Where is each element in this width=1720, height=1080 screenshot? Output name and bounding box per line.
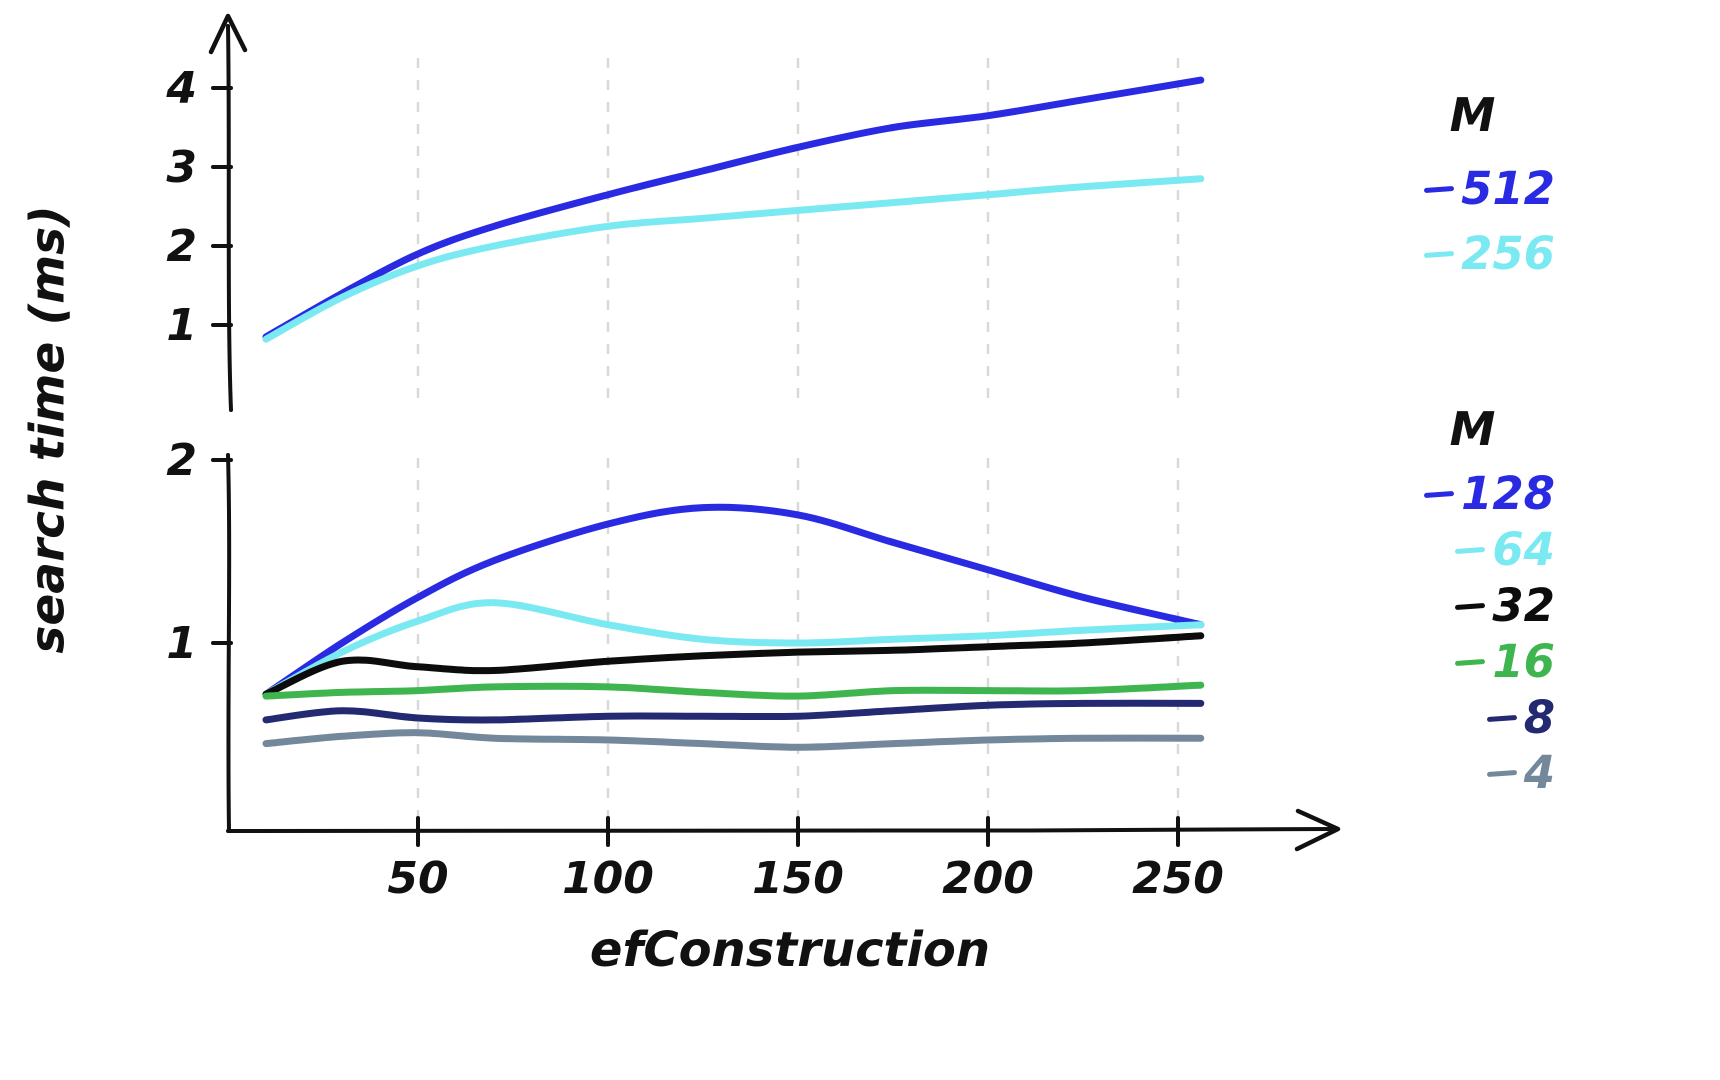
- legend-label: 64: [1492, 522, 1555, 576]
- x-tick-label-100: 100: [562, 853, 654, 904]
- y-tick-label-2-panel-bottom: 2: [166, 435, 197, 486]
- x-tick-label-50: 50: [387, 853, 448, 904]
- y-axis-arrow-icon: [208, 13, 248, 55]
- series-line-M128: [262, 503, 1205, 698]
- legend-item-M32: 32: [1455, 579, 1555, 634]
- legend-item-M256: 256: [1423, 226, 1555, 282]
- y-tick-label-3-panel-top: 3: [166, 142, 197, 193]
- legend-key-icon: [1423, 490, 1455, 498]
- series-line-M16: [262, 681, 1205, 700]
- legend-key-icon: [1455, 546, 1486, 554]
- legend-item-M512: 512: [1423, 162, 1555, 217]
- legend-key-icon: [1423, 250, 1455, 258]
- legend-item-M16: 16: [1455, 635, 1555, 690]
- x-tick-label-250: 250: [1132, 853, 1224, 904]
- legend-title-bottom: M: [1449, 402, 1496, 456]
- x-axis-label: efConstruction: [589, 922, 991, 978]
- legend-title-top: M: [1449, 88, 1496, 142]
- x-axis: [226, 827, 1334, 833]
- legend-top: M 512 256: [1390, 88, 1555, 282]
- legend-label: 512: [1461, 162, 1555, 215]
- y-axis-label: search time (ms): [20, 205, 76, 654]
- legend-key-icon: [1486, 770, 1517, 778]
- series-line-M32: [262, 632, 1205, 698]
- legend-item-M64: 64: [1455, 523, 1555, 578]
- series-line-M256: [262, 175, 1205, 343]
- legend-label: 8: [1523, 690, 1555, 744]
- y-tick-label-1-panel-bottom: 1: [166, 618, 197, 669]
- y-tick-label-2-panel-top: 2: [166, 221, 197, 272]
- legend-label: 256: [1461, 226, 1555, 280]
- legend-label: 16: [1492, 634, 1555, 688]
- legend-key-icon: [1486, 714, 1517, 722]
- x-tick-label-150: 150: [752, 853, 844, 904]
- legend-label: 32: [1492, 578, 1555, 632]
- series-line-M64: [262, 599, 1205, 698]
- legend-key-icon: [1455, 602, 1486, 610]
- legend-item-M128: 128: [1423, 467, 1555, 522]
- series-line-M4: [262, 729, 1205, 751]
- series-line-M512: [262, 76, 1205, 341]
- y-tick-label-1-panel-top: 1: [166, 300, 197, 351]
- legend-key-icon: [1455, 658, 1486, 666]
- legend-item-M4: 4: [1486, 746, 1555, 801]
- legend-label: 4: [1523, 746, 1555, 800]
- y-tick-label-4-panel-top: 4: [165, 63, 197, 114]
- y-axis-bottom-panel: [226, 453, 232, 832]
- legend-label: 128: [1461, 467, 1555, 520]
- legend-item-M8: 8: [1486, 690, 1555, 746]
- series-line-M8: [262, 699, 1205, 724]
- legend-key-icon: [1423, 185, 1455, 193]
- x-axis-arrow-icon: [1294, 808, 1341, 852]
- x-tick-label-200: 200: [942, 853, 1034, 904]
- y-axis-top-panel: [226, 24, 233, 412]
- legend-bottom: M 128 64 32 16 8 4: [1390, 402, 1555, 801]
